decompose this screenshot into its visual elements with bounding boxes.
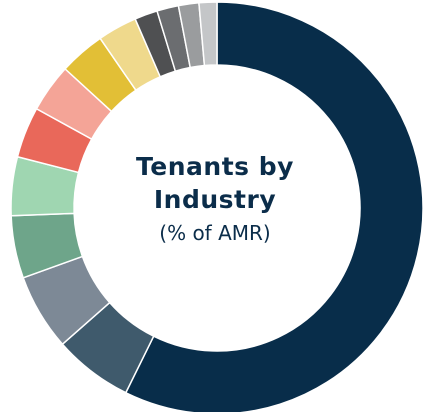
donut-slice-13 xyxy=(198,1,218,67)
donut-slice-1 xyxy=(125,1,424,412)
chart-subtitle: (% of AMR) xyxy=(159,221,271,245)
chart-center-label: Tenants by Industry (% of AMR) xyxy=(115,150,315,248)
chart-title-line-2: Industry xyxy=(153,185,277,214)
chart-title-line-1: Tenants by xyxy=(136,152,294,181)
donut-slices xyxy=(10,1,424,412)
